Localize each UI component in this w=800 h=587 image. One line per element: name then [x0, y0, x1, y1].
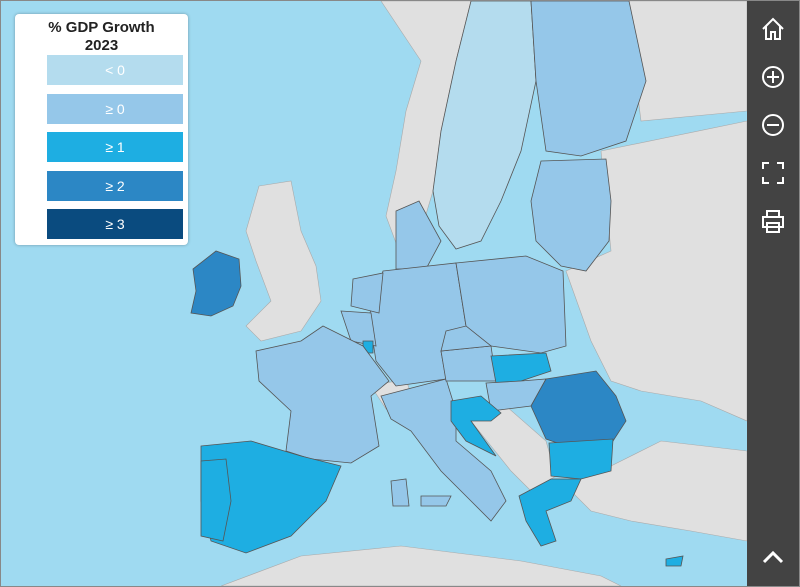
toolbar [747, 1, 799, 586]
zoom-out-button[interactable] [757, 109, 789, 141]
collapse-button[interactable] [757, 541, 789, 573]
country [490, 352, 552, 384]
legend-item: ≥ 0 [47, 93, 183, 124]
country [420, 495, 452, 507]
country [665, 555, 684, 567]
country [350, 272, 384, 314]
home-button[interactable] [757, 13, 789, 45]
country [340, 310, 377, 347]
legend-title: % GDP Growth 2023 [15, 14, 188, 55]
country [200, 458, 232, 542]
country [548, 438, 614, 480]
zoom-in-button[interactable] [757, 61, 789, 93]
land [220, 545, 622, 586]
legend-title-line: % GDP Growth [48, 19, 155, 36]
legend-item: ≥ 3 [47, 209, 183, 239]
land [245, 180, 322, 342]
country [530, 158, 612, 272]
country [390, 478, 410, 507]
legend-title-line: 2023 [84, 37, 119, 54]
land [625, 1, 747, 122]
fullscreen-button[interactable] [757, 157, 789, 189]
country [432, 1, 537, 250]
country [440, 325, 493, 352]
country [440, 345, 497, 382]
legend-item: ≥ 1 [47, 132, 183, 162]
country [518, 478, 582, 547]
print-button[interactable] [757, 205, 789, 237]
legend: % GDP Growth 2023 < 0 ≥ 0 ≥ 1 ≥ 2 ≥ 3 [15, 14, 188, 245]
country [395, 200, 442, 270]
country [530, 1, 647, 157]
map [190, 1, 747, 586]
legend-item: < 0 [47, 55, 183, 85]
country [450, 395, 502, 457]
country [530, 370, 627, 447]
country [190, 250, 242, 317]
legend-item: ≥ 2 [47, 170, 183, 201]
land [560, 440, 747, 542]
